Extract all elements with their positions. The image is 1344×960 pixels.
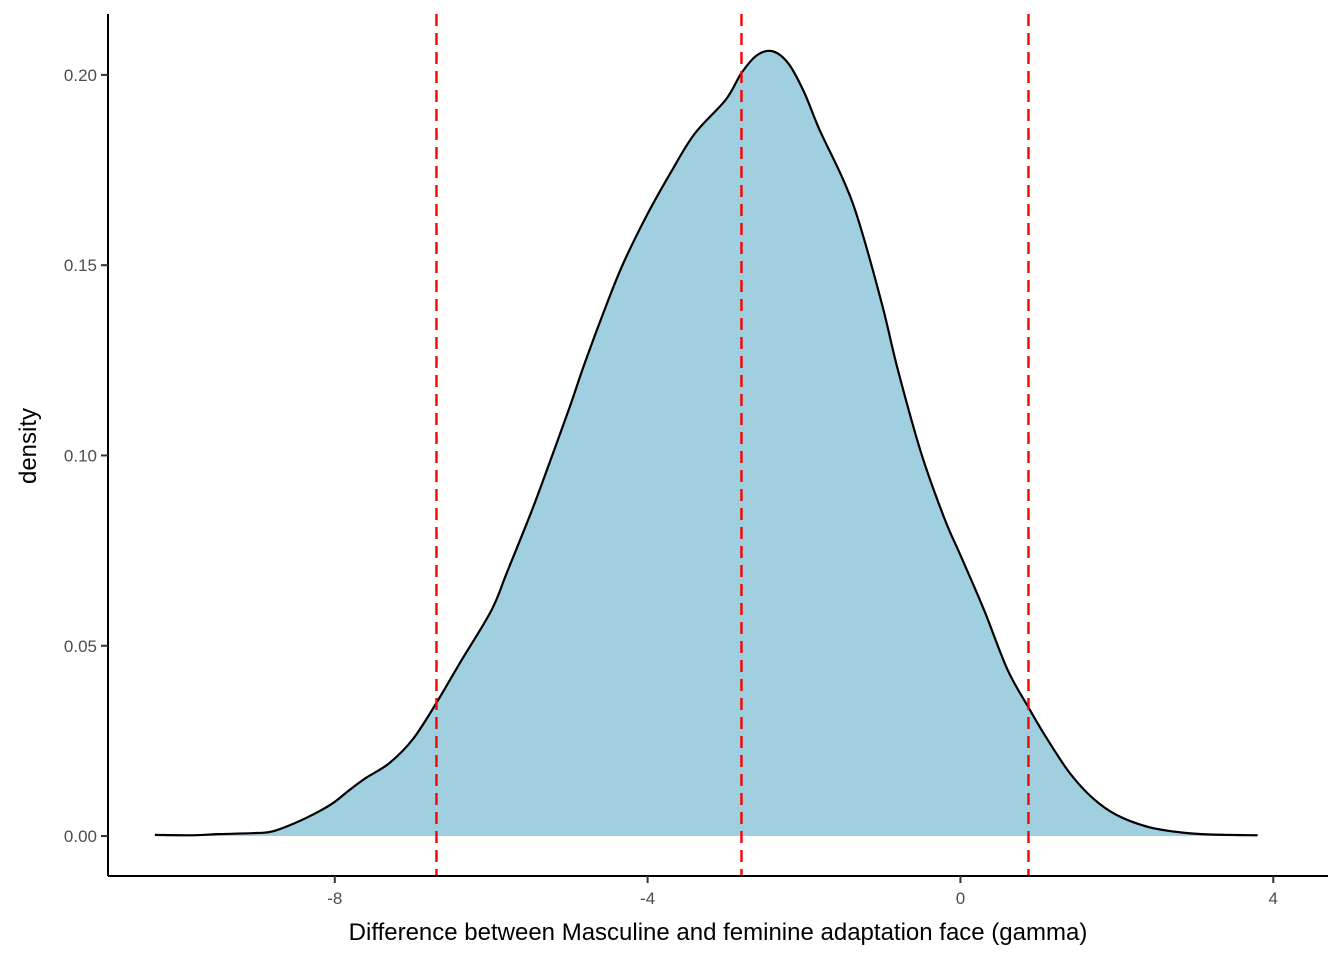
axes <box>107 14 1328 877</box>
y-axis-title: density <box>15 408 42 484</box>
ticks: -8 -4 0 4 0.00 0.05 0.10 0.15 0.20 <box>64 66 1278 908</box>
density-curve <box>154 49 1258 837</box>
x-tick-label: -8 <box>327 889 342 908</box>
x-axis-title: Difference between Masculine and feminin… <box>349 919 1088 946</box>
y-tick-label: 0.00 <box>64 827 97 846</box>
density-area <box>154 50 1258 837</box>
x-tick-label: 4 <box>1269 889 1278 908</box>
y-tick-label: 0.05 <box>64 637 97 656</box>
x-tick-label: 0 <box>956 889 965 908</box>
y-tick-label: 0.10 <box>64 446 97 465</box>
x-tick-label: -4 <box>640 889 655 908</box>
plot-area <box>154 49 1258 837</box>
reference-lines <box>435 14 1030 876</box>
y-tick-label: 0.15 <box>64 256 97 275</box>
y-tick-label: 0.20 <box>64 66 97 85</box>
